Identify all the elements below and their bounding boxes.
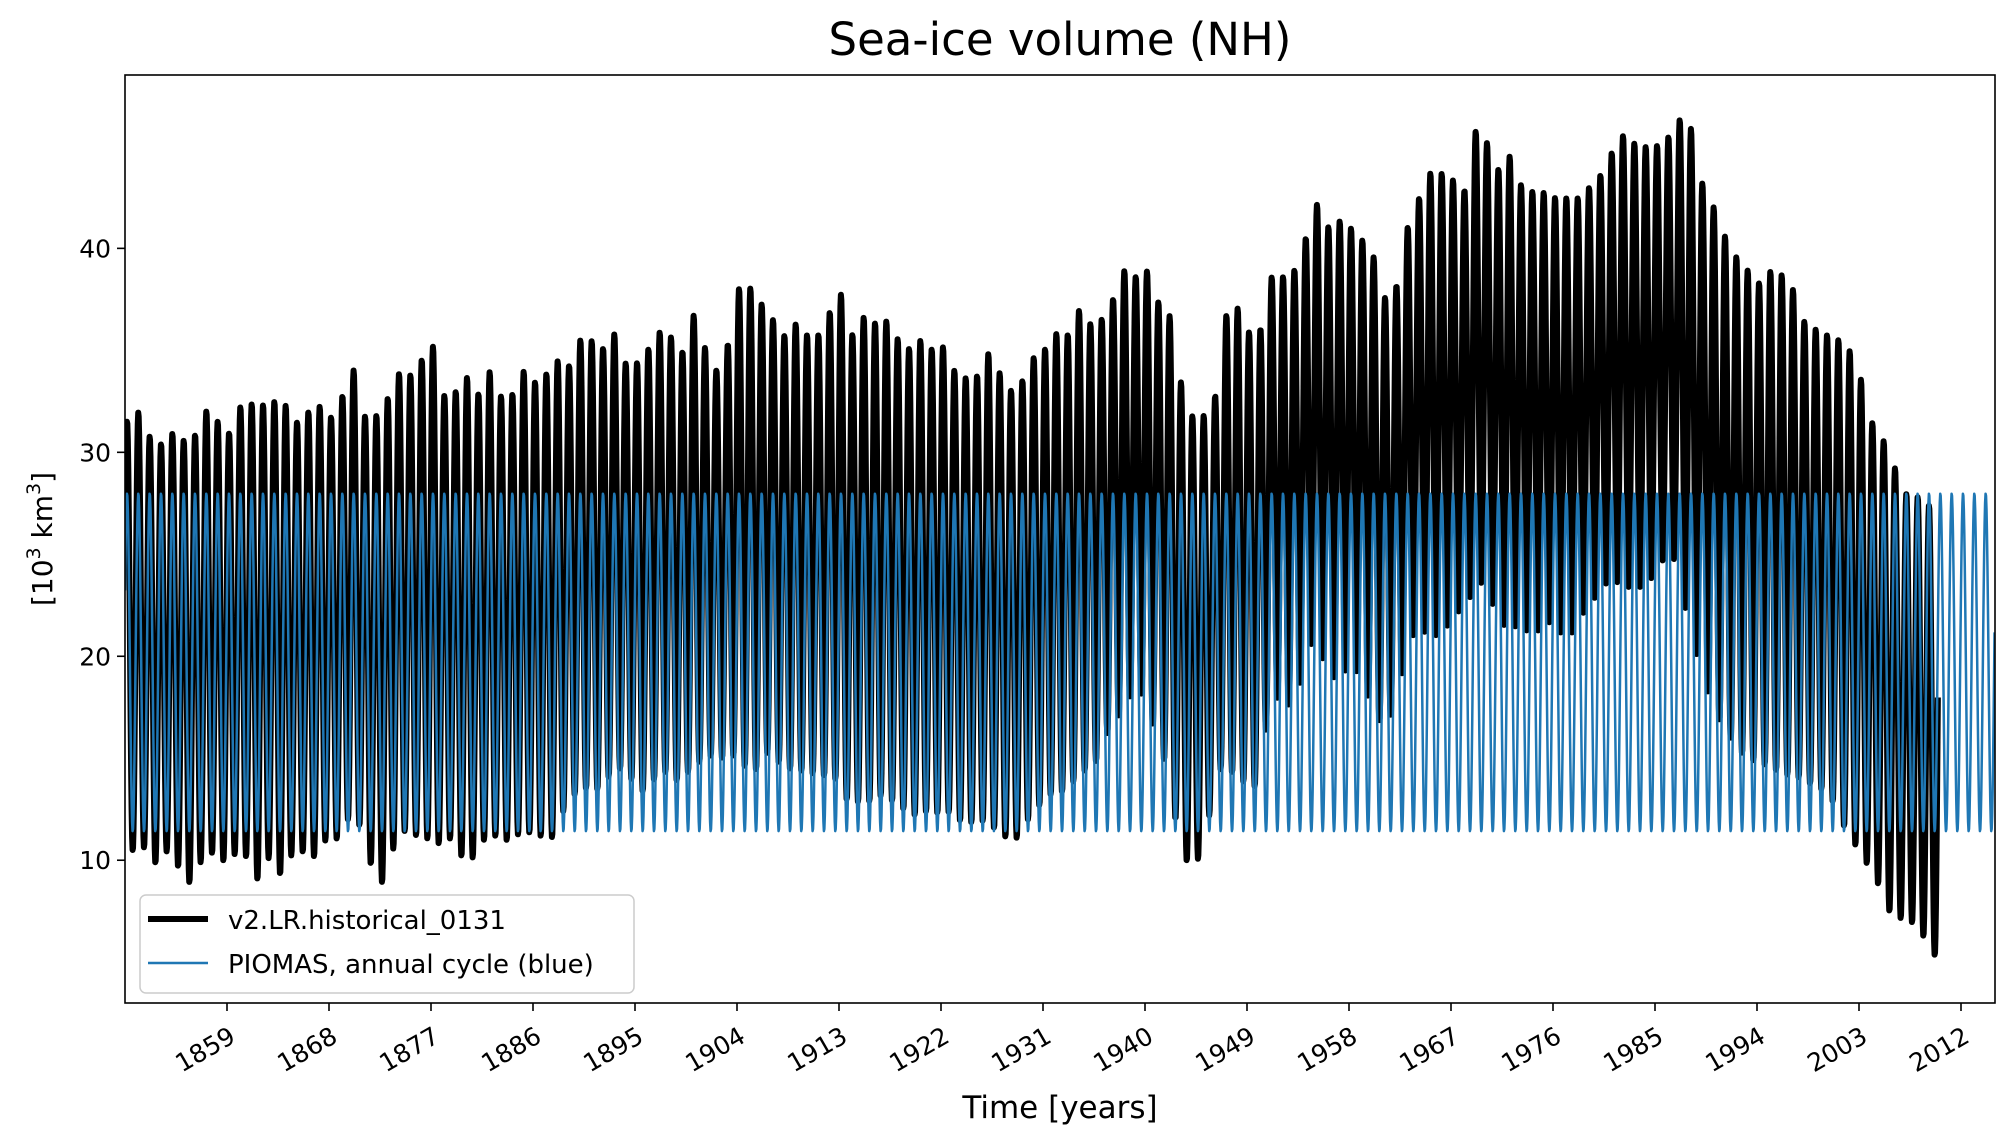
x-axis-label: Time [years] [961,1090,1157,1126]
x-tick-label: 1967 [1394,1021,1464,1078]
chart-title: Sea-ice volume (NH) [829,13,1292,66]
y-tick-label: 40 [79,234,111,263]
legend-box [139,894,635,994]
x-tick-label: 2012 [1904,1021,1974,1078]
x-tick-label: 1886 [476,1021,546,1078]
y-axis-label-sup-1: 3 [23,547,45,559]
x-tick-label: 1913 [782,1021,852,1078]
x-tick-label: 1859 [170,1021,240,1078]
x-axis: 1859 1868 1877 1886 1895 1904 1913 1922 1931 1940… [170,1003,1974,1078]
series-line-model [125,117,1941,958]
x-tick-label: 1922 [884,1021,954,1078]
series-layer [125,117,1995,958]
y-tick-label: 20 [79,642,111,671]
y-tick-label: 30 [79,438,111,467]
x-tick-label: 1940 [1088,1021,1158,1078]
y-axis-label-suffix: ] [26,472,59,483]
legend-label-model: v2.LR.historical_0131 [228,906,506,936]
y-axis-label-sup-2: 3 [23,483,45,495]
series-line-piomas [125,492,1995,833]
y-tick-label: 10 [79,846,111,875]
x-tick-label: 1931 [986,1021,1056,1078]
x-tick-label: 1958 [1292,1021,1362,1078]
x-tick-label: 1949 [1190,1021,1260,1078]
x-tick-label: 1868 [272,1021,342,1078]
x-tick-label: 2003 [1802,1021,1872,1078]
x-tick-label: 1877 [374,1021,444,1078]
x-tick-label: 1895 [578,1021,648,1078]
x-tick-label: 1904 [680,1021,750,1078]
y-axis-label-mid: km [26,495,59,547]
plot-frame [124,74,1996,1004]
legend-label-piomas: PIOMAS, annual cycle (blue) [228,950,594,980]
x-tick-label: 1976 [1496,1021,1566,1078]
x-tick-label: 1985 [1598,1021,1668,1078]
legend: v2.LR.historical_0131 PIOMAS, annual cyc… [139,894,635,994]
y-axis-label-prefix: [10 [26,559,59,606]
y-axis: 10 20 30 40 [79,234,125,875]
x-tick-label: 1994 [1700,1021,1770,1078]
y-axis-label: [103 km3] [23,472,59,606]
